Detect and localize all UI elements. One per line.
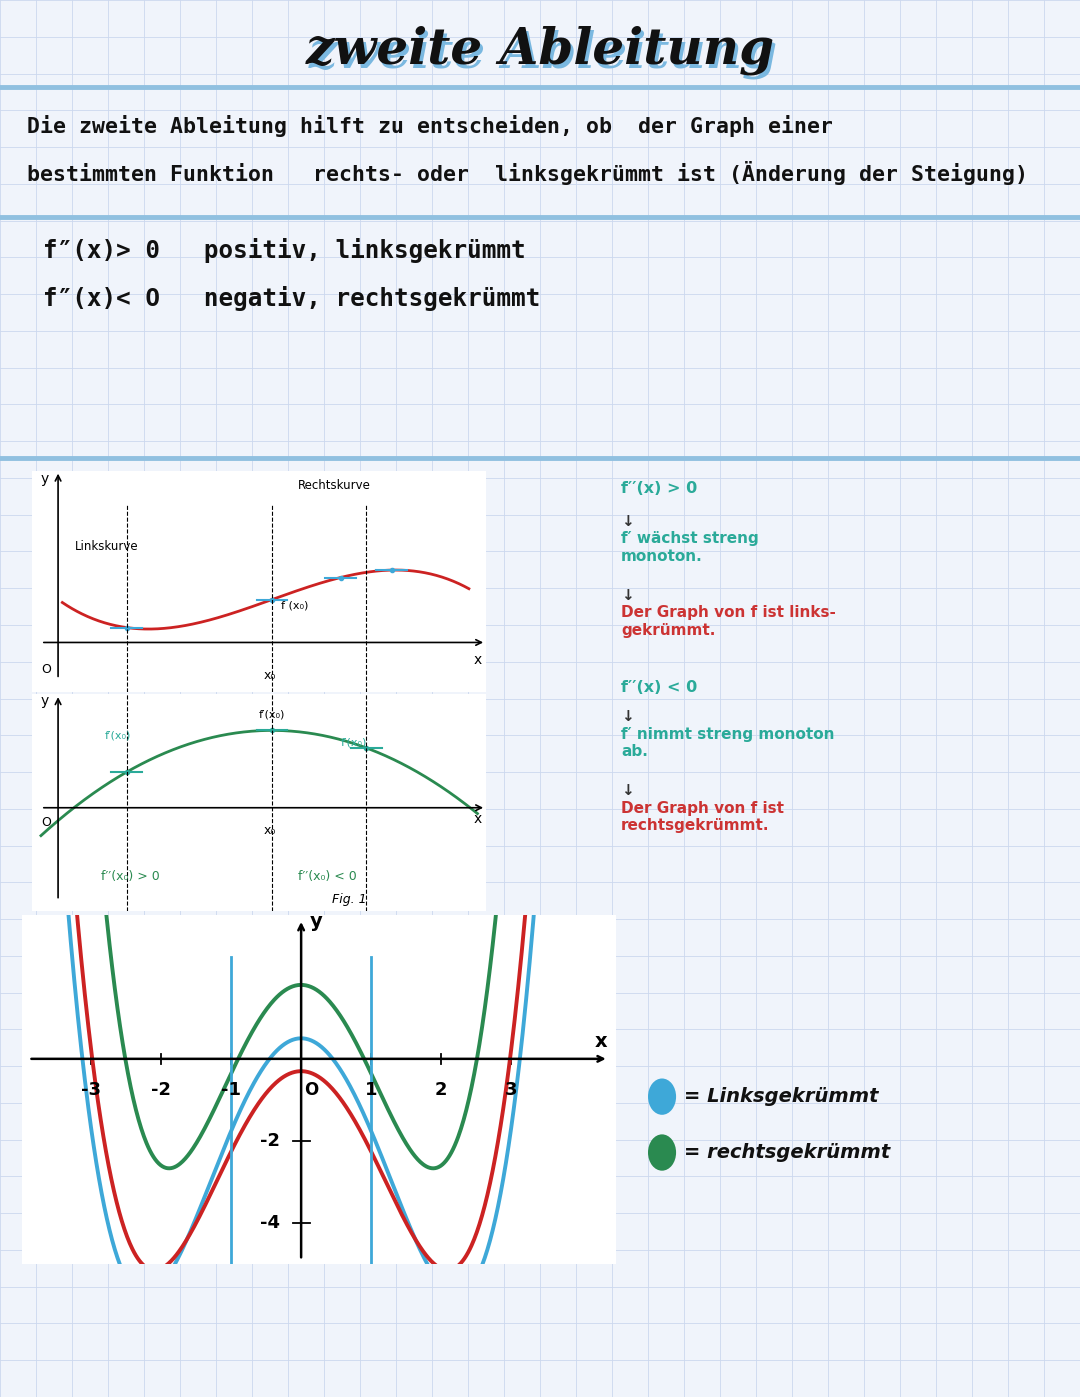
Text: y: y bbox=[41, 472, 50, 486]
Text: ↓: ↓ bbox=[621, 588, 634, 602]
Text: Linkskurve: Linkskurve bbox=[76, 541, 139, 553]
Text: Die zweite Ableitung hilft zu entscheiden, ob  der Graph einer: Die zweite Ableitung hilft zu entscheide… bbox=[27, 115, 833, 137]
Text: f′ wächst streng
monoton.: f′ wächst streng monoton. bbox=[621, 531, 759, 564]
Text: -4: -4 bbox=[260, 1214, 280, 1232]
Text: f″(x)< O   negativ, rechtsgekrümmt: f″(x)< O negativ, rechtsgekrümmt bbox=[43, 286, 540, 312]
Text: Fig. 1: Fig. 1 bbox=[332, 893, 366, 907]
Text: -2: -2 bbox=[260, 1132, 280, 1150]
Text: 1: 1 bbox=[365, 1081, 377, 1099]
Text: f′′(x₀) < 0: f′′(x₀) < 0 bbox=[298, 870, 356, 883]
Circle shape bbox=[648, 1078, 676, 1115]
Text: f″(x)> 0   positiv, linksgekrümmt: f″(x)> 0 positiv, linksgekrümmt bbox=[43, 237, 526, 263]
Text: bestimmten Funktion   rechts- oder  linksgekrümmt ist (Änderung der Steigung): bestimmten Funktion rechts- oder linksge… bbox=[27, 161, 1028, 186]
Text: f′(x₀): f′(x₀) bbox=[340, 738, 367, 747]
Text: 2: 2 bbox=[434, 1081, 447, 1099]
Text: f′(x₀): f′(x₀) bbox=[259, 710, 285, 719]
Text: x: x bbox=[473, 812, 482, 826]
Text: -3: -3 bbox=[81, 1081, 102, 1099]
Text: = Linksgekrümmt: = Linksgekrümmt bbox=[684, 1087, 878, 1106]
Text: O: O bbox=[41, 816, 51, 828]
Text: f′′(x) < 0: f′′(x) < 0 bbox=[621, 680, 698, 694]
Text: Der Graph von f ist
rechtsgekrümmt.: Der Graph von f ist rechtsgekrümmt. bbox=[621, 800, 784, 834]
Text: ↓: ↓ bbox=[621, 784, 634, 798]
Text: x₀: x₀ bbox=[264, 669, 275, 682]
Text: f′′(x) > 0: f′′(x) > 0 bbox=[621, 482, 698, 496]
Text: Rechtskurve: Rechtskurve bbox=[298, 479, 370, 492]
Circle shape bbox=[648, 1134, 676, 1171]
Text: ↓: ↓ bbox=[621, 710, 634, 724]
Text: -2: -2 bbox=[151, 1081, 172, 1099]
Text: 3: 3 bbox=[504, 1081, 517, 1099]
Text: ↓: ↓ bbox=[621, 514, 634, 528]
Text: O: O bbox=[305, 1081, 319, 1099]
Text: f′′(x₀) > 0: f′′(x₀) > 0 bbox=[100, 870, 160, 883]
Text: y: y bbox=[310, 912, 322, 932]
Text: f (x₀): f (x₀) bbox=[281, 601, 308, 610]
Text: O: O bbox=[41, 664, 51, 676]
Text: f′ nimmt streng monoton
ab.: f′ nimmt streng monoton ab. bbox=[621, 726, 835, 760]
Text: = rechtsgekrümmt: = rechtsgekrümmt bbox=[684, 1143, 890, 1162]
Text: Der Graph von f ist links-
gekrümmt.: Der Graph von f ist links- gekrümmt. bbox=[621, 605, 836, 638]
Text: zweite Ableitung: zweite Ableitung bbox=[306, 25, 774, 75]
Text: f′(x₀): f′(x₀) bbox=[105, 731, 132, 740]
Text: -1: -1 bbox=[221, 1081, 241, 1099]
Text: x₀: x₀ bbox=[264, 823, 275, 837]
Text: y: y bbox=[41, 694, 50, 708]
Text: x: x bbox=[595, 1031, 607, 1051]
Text: zweite Ableitung: zweite Ableitung bbox=[309, 29, 778, 80]
Text: x: x bbox=[473, 652, 482, 666]
